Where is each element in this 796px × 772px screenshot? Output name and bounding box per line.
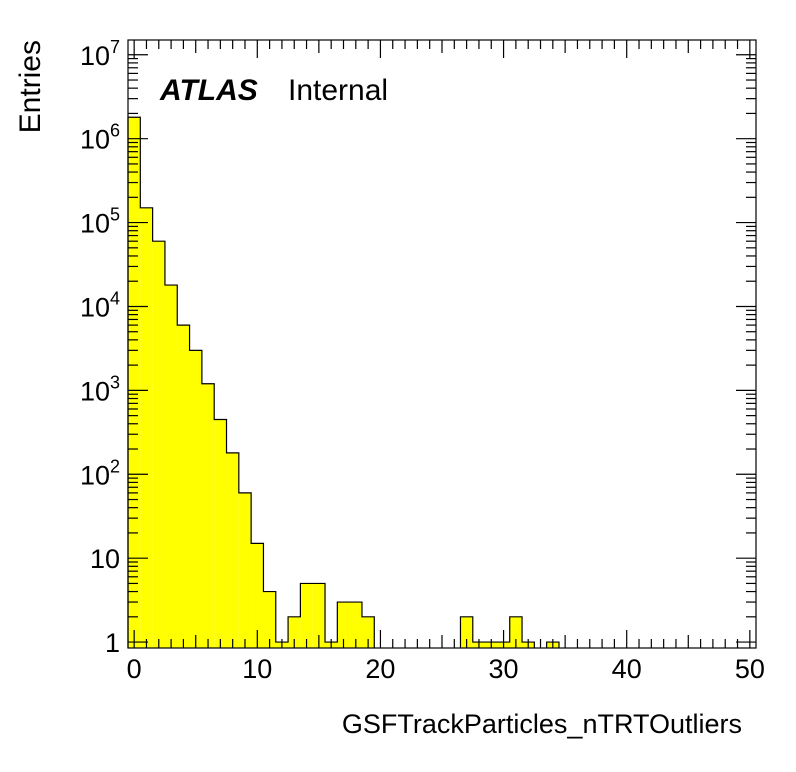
histogram-bar — [226, 452, 239, 648]
y-tick-mantissa: 10 — [80, 41, 110, 71]
axis-ticks — [128, 40, 756, 648]
histogram-bar — [263, 591, 276, 648]
y-tick-mantissa: 10 — [90, 544, 120, 574]
histogram-bar — [509, 616, 523, 648]
y-tick-label: 104 — [80, 288, 120, 322]
y-tick-label: 107 — [80, 37, 120, 71]
histogram-bar — [238, 492, 252, 648]
histogram-bar — [349, 602, 362, 648]
y-tick-mantissa: 10 — [80, 209, 110, 239]
x-tick-label: 10 — [242, 654, 272, 684]
y-tick-mantissa: 10 — [80, 125, 110, 155]
histogram-bar — [164, 285, 178, 648]
y-tick-mantissa: 10 — [80, 292, 110, 322]
y-tick-exponent: 4 — [110, 288, 120, 308]
y-tick-mantissa: 10 — [80, 376, 110, 406]
histogram-bar — [177, 325, 190, 648]
y-tick-label: 1 — [105, 628, 120, 658]
histogram-bar — [300, 583, 313, 648]
y-tick-exponent: 2 — [110, 456, 120, 476]
y-tick-exponent: 7 — [110, 37, 120, 57]
histogram-bar — [337, 602, 350, 648]
x-tick-label: 30 — [489, 654, 519, 684]
y-tick-mantissa: 10 — [80, 460, 110, 490]
histogram-bar — [152, 241, 165, 649]
histogram-bar — [361, 616, 375, 648]
histogram-bar — [288, 616, 301, 648]
x-tick-labels: 0 10 20 30 40 50 — [127, 654, 765, 684]
histogram-bar — [128, 117, 141, 649]
y-tick-label: 102 — [80, 456, 120, 490]
histogram-bar — [201, 383, 215, 648]
atlas-label: ATLAS — [159, 74, 258, 107]
y-tick-exponent: 3 — [110, 372, 120, 392]
x-tick-label: 0 — [127, 654, 142, 684]
bars-group — [128, 117, 559, 649]
y-tick-mantissa: 1 — [105, 628, 120, 658]
histogram-bar — [312, 583, 326, 648]
y-axis-label: Entries — [14, 40, 47, 133]
x-tick-label: 50 — [735, 654, 765, 684]
histogram-bar — [460, 616, 473, 648]
x-tick-label: 20 — [365, 654, 395, 684]
histogram-bar — [189, 350, 202, 648]
y-tick-label: 10 — [90, 544, 120, 574]
y-tick-label: 103 — [80, 372, 120, 406]
x-axis-label: GSFTrackParticles_nTRTOutliers — [342, 709, 742, 739]
y-tick-exponent: 6 — [110, 121, 120, 141]
y-tick-label: 106 — [80, 121, 120, 155]
y-tick-exponent: 5 — [110, 205, 120, 225]
histogram-bar — [251, 543, 264, 648]
internal-label: Internal — [288, 74, 388, 107]
histogram-bar — [214, 419, 227, 648]
y-tick-label: 105 — [80, 205, 120, 239]
x-tick-label: 40 — [612, 654, 642, 684]
histogram-bar — [140, 207, 153, 649]
